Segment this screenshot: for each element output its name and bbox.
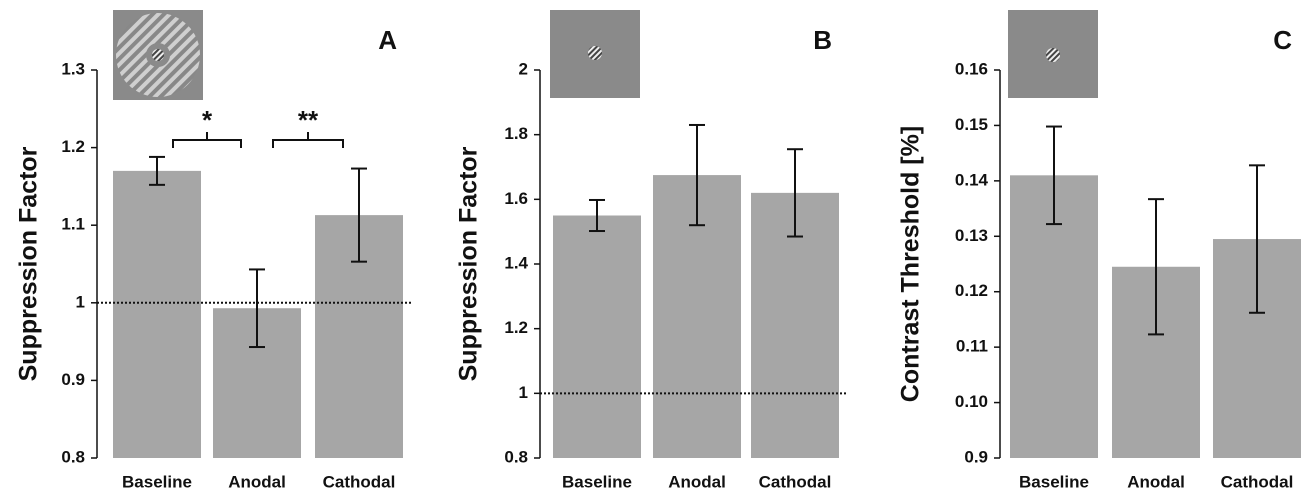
y-tick-label: 1.4 [504,253,528,272]
y-tick-label: 1.6 [504,189,528,208]
x-tick-label: Baseline [562,472,632,491]
significance-label: ** [298,105,319,135]
x-tick-label: Baseline [1019,472,1089,491]
x-tick-label: Anodal [668,472,726,491]
y-tick-label: 0.8 [504,447,528,466]
y-tick-label: 0.11 [956,337,988,356]
y-tick-label: 0.10 [955,392,988,411]
x-tick-label: Baseline [122,472,192,491]
y-tick-label: 0.9 [964,447,988,466]
stimulus-b [550,10,640,98]
x-tick-label: Cathodal [1221,472,1294,491]
x-tick-label: Anodal [1127,472,1185,491]
y-tick-label: 1.2 [504,318,528,337]
stimulus-c [1008,10,1098,98]
bar [113,171,201,458]
panel-letter: B [813,25,832,55]
y-tick-label: 0.9 [61,370,85,389]
bar [553,216,641,459]
y-tick-label: 1 [519,383,528,402]
y-axis-label: Suppression Factor [455,146,483,381]
panel-letter: C [1273,25,1292,55]
y-tick-label: 0.12 [955,281,988,300]
y-tick-label: 1.1 [61,215,85,234]
x-tick-label: Cathodal [323,472,396,491]
y-tick-label: 0.14 [955,170,989,189]
figure: Suppression Factor A 0.8 0.9 1 1.1 1.2 1.3 Basel… [0,0,1309,494]
y-tick-label: 1.2 [61,137,85,156]
stimulus-a [113,10,203,100]
y-tick-label: 2 [519,59,528,78]
x-tick-label: Anodal [228,472,286,491]
y-tick-label: 1.3 [61,59,85,78]
y-tick-label: 0.16 [955,59,988,78]
y-tick-label: 0.15 [955,115,988,134]
y-tick-label: 0.8 [61,447,85,466]
y-tick-label: 1.8 [504,124,528,143]
y-tick-label: 0.13 [955,226,988,245]
panel-letter: A [378,25,397,55]
x-tick-label: Cathodal [759,472,832,491]
significance-label: * [202,105,213,135]
y-axis-label: Contrast Threshold [%] [897,126,925,402]
y-tick-label: 1 [76,292,85,311]
y-axis-label: Suppression Factor [15,146,43,381]
